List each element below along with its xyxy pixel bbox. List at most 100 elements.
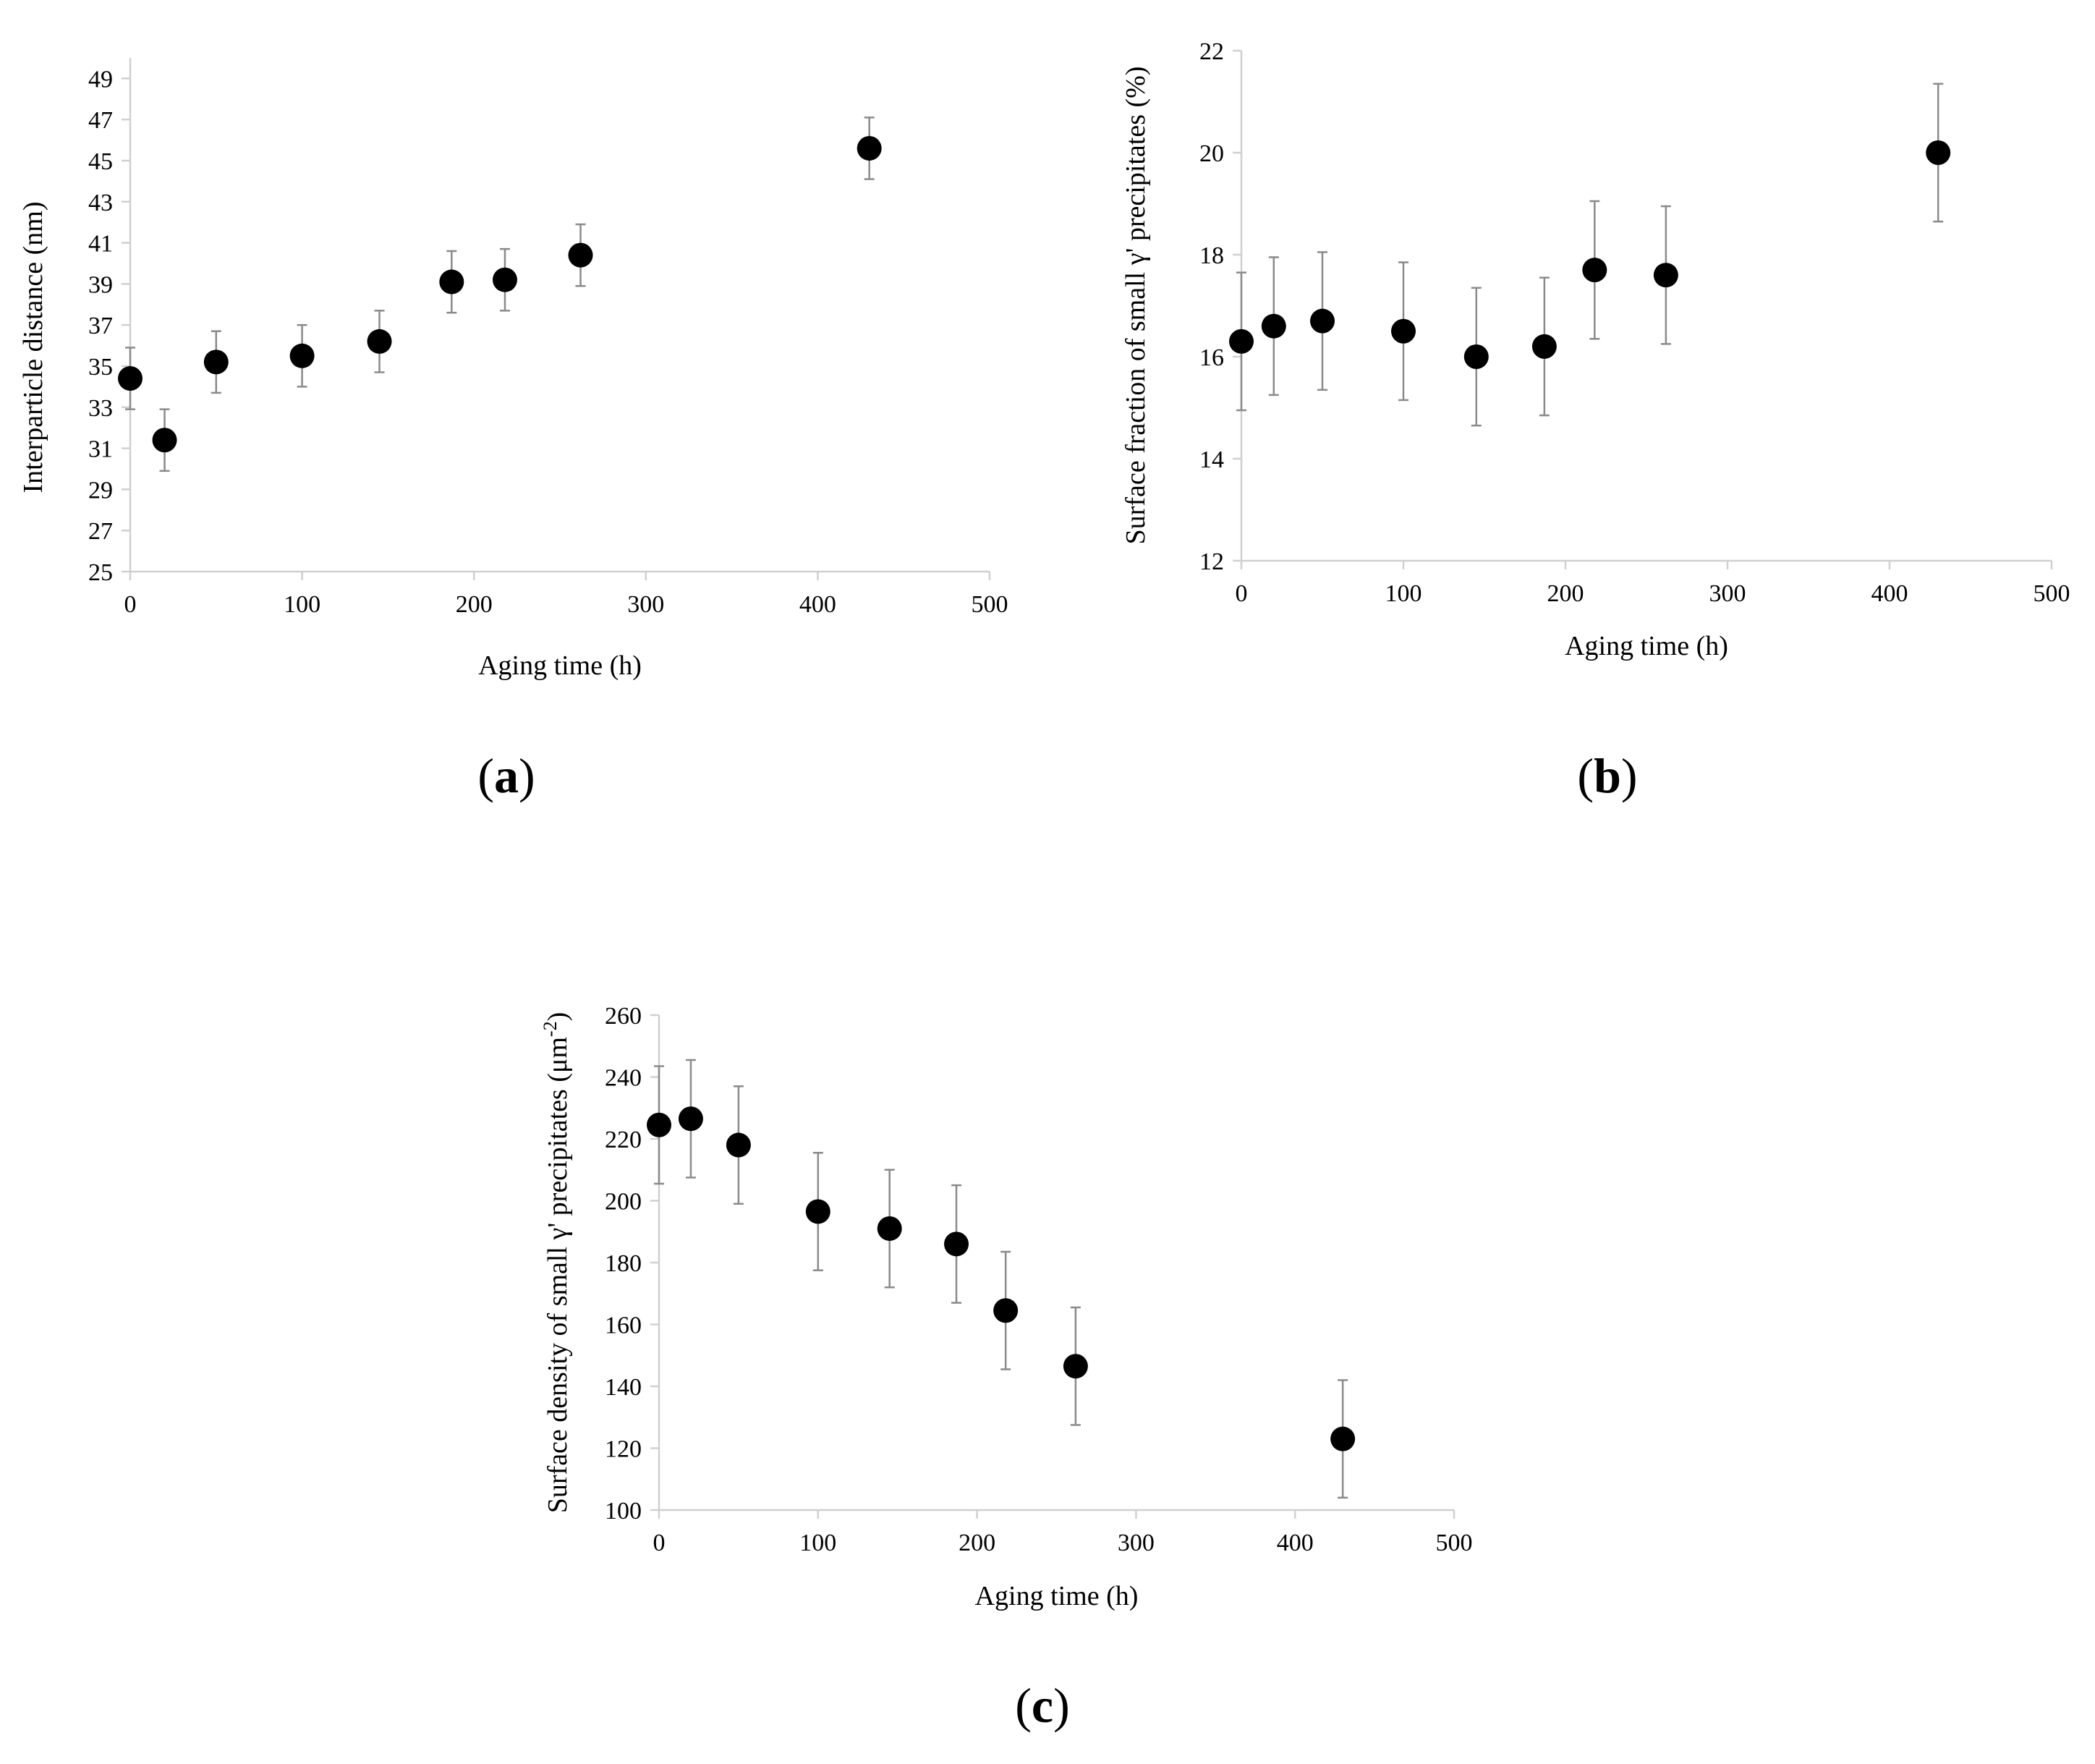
data-point [1063, 1354, 1088, 1379]
series-0 [118, 116, 882, 472]
chart-panel-c: 100 120 140 160 180 200 220 240 260 0 100 200 300 400… [540, 1003, 1473, 1733]
y-axis-title-text: Interparticle distance (nm) [18, 201, 48, 493]
x-tick-label: 500 [1436, 1530, 1473, 1556]
panel-label-close-paren: ) [1053, 1678, 1070, 1733]
x-axis-title: Aging time (h) [1565, 631, 1728, 661]
x-tick-label: 0 [1236, 580, 1248, 607]
y-tick-label: 39 [88, 271, 113, 298]
panel-label-open-paren: ( [1015, 1678, 1032, 1733]
data-point [1653, 263, 1678, 288]
y-axis-title: Interparticle distance (nm) [18, 201, 48, 493]
data-point [367, 328, 392, 354]
panel-label-close-paren: ) [1621, 748, 1638, 803]
data-point [1926, 140, 1951, 165]
y-tick-label: 260 [605, 1003, 642, 1030]
data-point [1391, 318, 1416, 344]
panel-label-letter: c [1032, 1678, 1053, 1733]
x-axis-title: Aging time (h) [478, 650, 642, 681]
x-tick-label: 200 [1547, 580, 1584, 607]
y-tick-label: 47 [88, 107, 113, 134]
y-tick-label: 22 [1199, 38, 1224, 65]
x-tick-label: 0 [653, 1530, 666, 1556]
y-tick-label: 29 [88, 477, 113, 504]
y-tick-label: 160 [605, 1313, 642, 1339]
y-tick-label: 25 [88, 559, 113, 586]
y-axis-title-text: Surface density of small γ' precipitates… [543, 1037, 573, 1513]
y-tick-label: 49 [88, 66, 113, 93]
y-tick-label: 240 [605, 1065, 642, 1092]
x-tick-label: 500 [972, 591, 1008, 618]
y-tick-label: 18 [1199, 242, 1224, 269]
data-point [118, 366, 143, 391]
panel-label: (c) [1015, 1678, 1070, 1733]
data-point [857, 135, 882, 161]
data-point [289, 343, 315, 368]
y-axis-title: Surface fraction of small γ' precipitate… [1121, 67, 1151, 545]
y-tick-label: 41 [88, 231, 113, 258]
x-tick-label: 400 [1871, 580, 1908, 607]
data-point [439, 269, 464, 294]
panel-label: (b) [1577, 748, 1637, 803]
x-tick-label: 400 [1277, 1530, 1314, 1556]
y-tick-label: 35 [88, 354, 113, 381]
data-point [1229, 328, 1254, 354]
y-tick-label: 37 [88, 313, 113, 339]
y-tick-label: 12 [1199, 548, 1224, 575]
data-point [1531, 334, 1557, 359]
data-point [1463, 344, 1489, 369]
x-tick-label: 500 [2034, 580, 2070, 607]
panel-label-open-paren: ( [477, 748, 494, 803]
series-0 [647, 1059, 1356, 1499]
x-tick-label: 400 [799, 591, 836, 618]
data-point [1330, 1426, 1356, 1451]
y-tick-label: 27 [88, 518, 113, 545]
x-tick-label: 200 [456, 591, 493, 618]
x-tick-label: 100 [1385, 580, 1422, 607]
data-point [944, 1231, 969, 1257]
y-tick-label: 43 [88, 190, 113, 216]
panel-label-letter: a [494, 748, 519, 803]
panel-label: (a) [477, 748, 535, 803]
data-point [1582, 258, 1607, 283]
y-tick-label: 140 [605, 1374, 642, 1401]
y-tick-label: 100 [605, 1498, 642, 1525]
data-point [726, 1132, 751, 1158]
data-point [152, 428, 177, 453]
y-axis-title-close: ) [543, 1012, 573, 1022]
x-axis-title: Aging time (h) [975, 1581, 1139, 1611]
y-tick-label: 180 [605, 1250, 642, 1277]
y-axis-title-superscript: -2 [540, 1021, 561, 1037]
data-point [1310, 308, 1335, 334]
x-tick-label: 300 [1709, 580, 1746, 607]
x-tick-label: 300 [627, 591, 664, 618]
x-tick-label: 100 [799, 1530, 836, 1556]
data-point [568, 242, 593, 268]
y-tick-label: 16 [1199, 344, 1224, 371]
x-tick-label: 300 [1118, 1530, 1155, 1556]
y-axis-title: Surface density of small γ' precipitates… [540, 1012, 573, 1513]
series-0 [1229, 82, 1951, 427]
y-tick-label: 220 [605, 1127, 642, 1153]
data-point [678, 1106, 703, 1132]
chart-panel-b: 12 14 16 18 20 22 0 100 200 300 400 500 Aging time (… [1121, 38, 2070, 803]
y-tick-label: 14 [1199, 446, 1224, 473]
y-tick-label: 20 [1199, 140, 1224, 167]
data-point [993, 1298, 1019, 1323]
panel-label-close-paren: ) [519, 748, 535, 803]
data-point [805, 1199, 830, 1224]
data-point [1261, 313, 1286, 339]
y-tick-label: 200 [605, 1189, 642, 1216]
data-point [203, 349, 229, 375]
data-point [492, 267, 517, 292]
y-axis-title-text: Surface fraction of small γ' precipitate… [1121, 67, 1151, 545]
y-tick-label: 31 [88, 436, 113, 463]
data-point [877, 1216, 902, 1241]
x-tick-label: 200 [959, 1530, 995, 1556]
panel-label-open-paren: ( [1577, 748, 1594, 803]
chart-panel-a: 25 27 29 31 33 35 37 39 41 43 45 47 49 0 100 200 300 400 5… [18, 58, 1008, 803]
x-tick-label: 0 [124, 591, 137, 618]
panel-label-letter: b [1594, 748, 1621, 803]
data-point [647, 1112, 671, 1137]
y-tick-label: 45 [88, 148, 113, 175]
